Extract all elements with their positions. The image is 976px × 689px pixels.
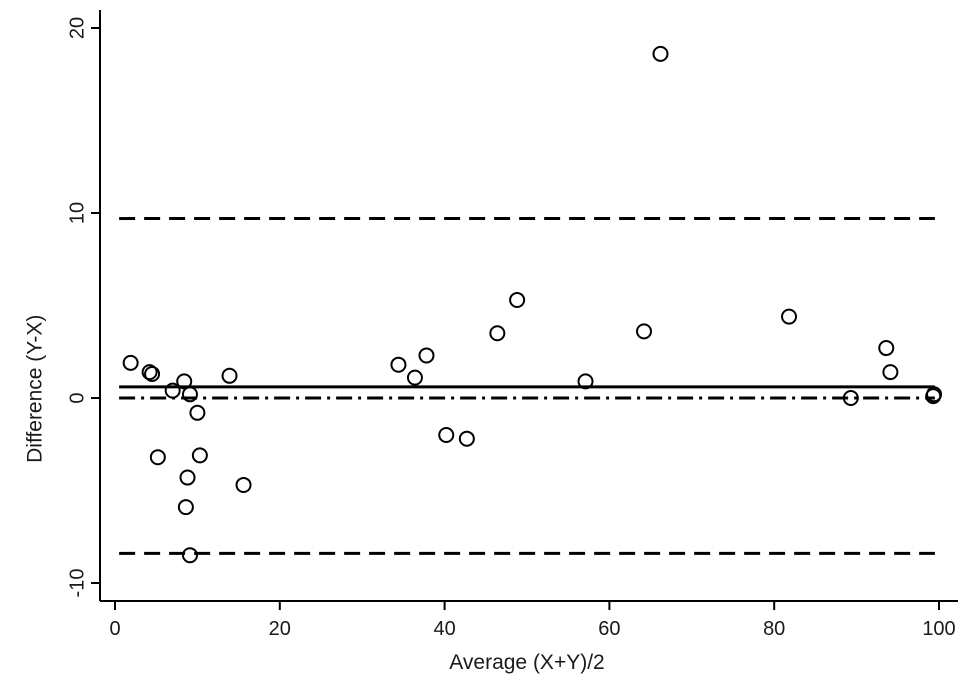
data-point (509, 291, 526, 308)
data-point (235, 476, 252, 493)
data-point (652, 45, 669, 62)
data-points (122, 45, 943, 564)
data-point (122, 354, 139, 371)
data-point (181, 386, 198, 403)
reference-lines (119, 217, 935, 555)
data-point (177, 499, 194, 516)
data-point (144, 365, 161, 382)
data-point (418, 347, 435, 364)
data-point (438, 427, 455, 443)
data-point (179, 469, 196, 486)
data-point (842, 390, 859, 406)
axes (99, 10, 958, 602)
y-axis-label: Difference (Y-X) (24, 315, 47, 463)
data-point (577, 373, 594, 390)
data-point (390, 356, 407, 373)
x-tick-label: 40 (433, 618, 455, 640)
data-point (189, 404, 206, 421)
data-point (489, 325, 506, 342)
x-tick-label: 0 (109, 618, 120, 640)
data-point (781, 308, 798, 325)
data-point (882, 364, 899, 381)
y-tick-label: -10 (66, 569, 88, 598)
data-point (181, 547, 198, 564)
data-point (878, 340, 895, 357)
data-point (221, 367, 238, 384)
data-point (176, 373, 193, 390)
y-tick-label: 10 (66, 202, 88, 224)
data-point (141, 364, 158, 381)
y-axis-ticks: -10 0 10 20 (66, 17, 100, 598)
y-tick-label: 20 (66, 17, 88, 39)
y-tick-label: 0 (66, 392, 88, 403)
data-point (406, 369, 423, 386)
x-axis-label: Average (X+Y)/2 (449, 651, 604, 674)
data-point (149, 449, 166, 466)
data-point (636, 323, 653, 340)
x-tick-label: 80 (763, 618, 785, 640)
data-point (191, 447, 208, 464)
data-point (164, 382, 181, 399)
data-point (458, 430, 475, 447)
x-tick-label: 60 (598, 618, 620, 640)
data-point (926, 386, 943, 403)
x-axis-ticks: 0 20 40 60 80 100 (109, 601, 956, 640)
x-tick-label: 20 (269, 618, 291, 640)
x-tick-label: 100 (922, 618, 955, 640)
